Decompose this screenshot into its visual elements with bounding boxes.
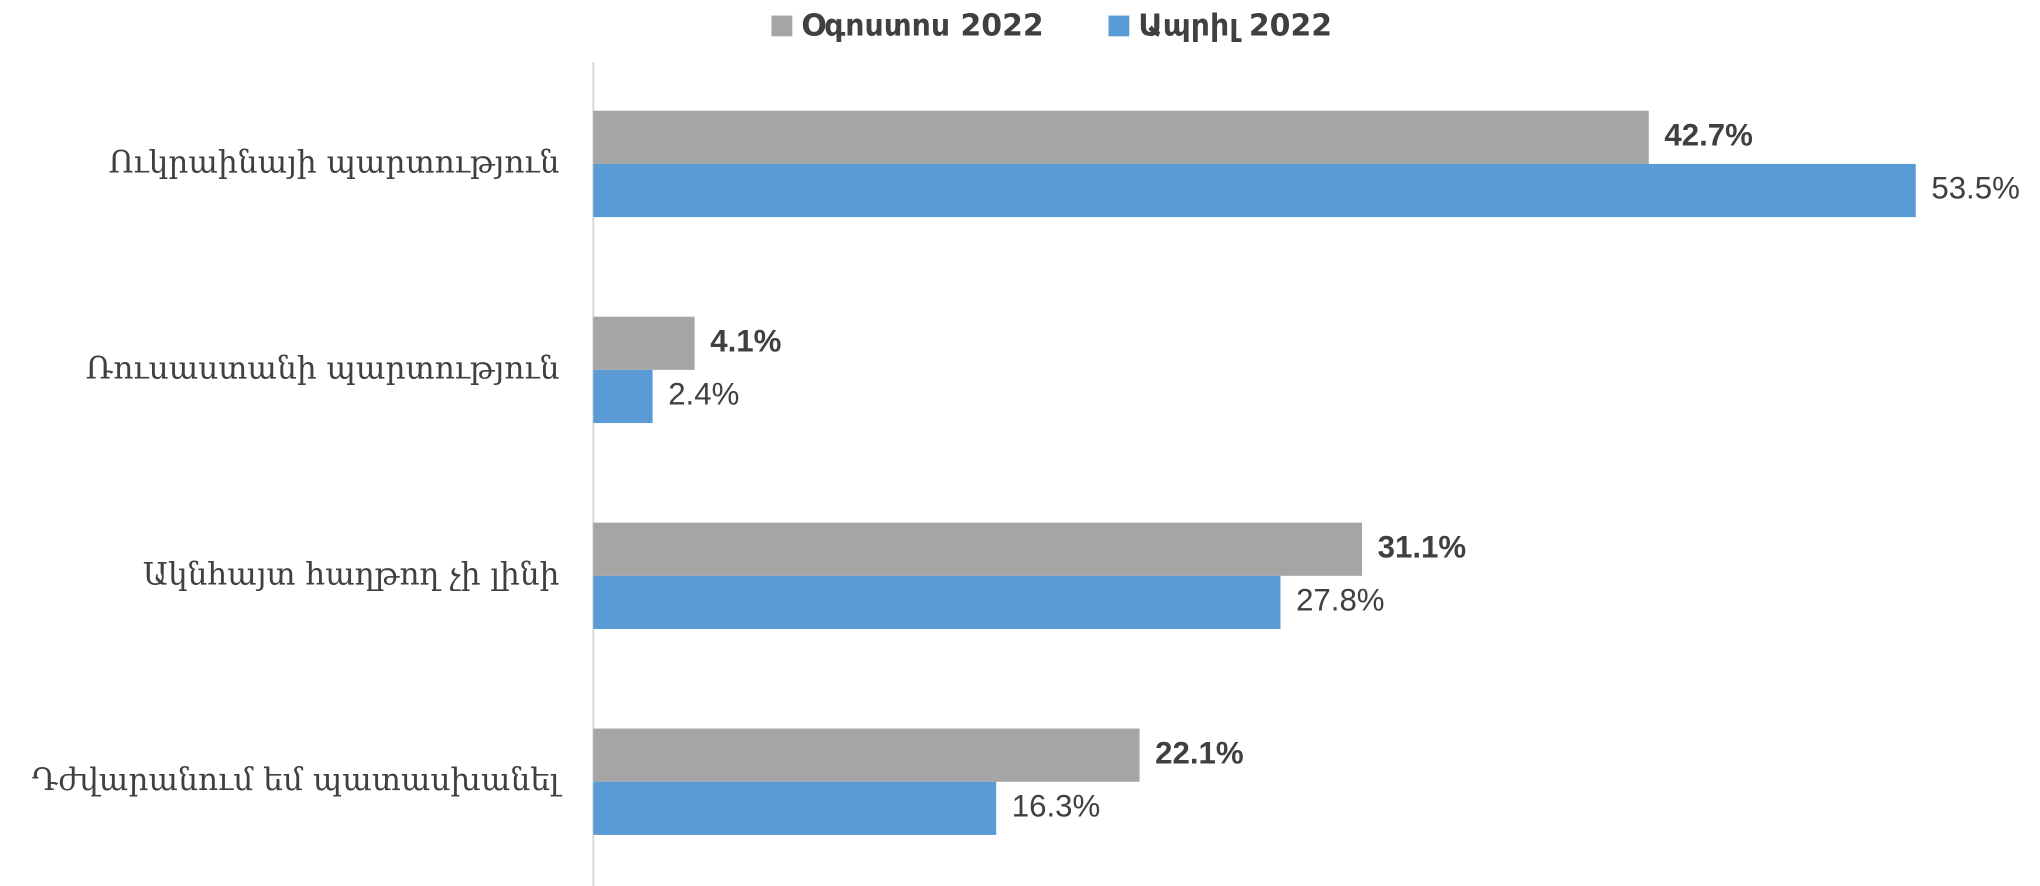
data-label: 42.7% <box>1664 118 1752 153</box>
bar <box>593 369 653 424</box>
legend-label: Ապրիլ 2022 <box>1138 9 1332 44</box>
data-label: 53.5% <box>1931 171 2019 206</box>
category-label: Դժվարանում եմ պատասխանել <box>32 762 563 798</box>
bar <box>593 110 1649 164</box>
legend-swatch <box>1108 15 1130 37</box>
bar <box>593 163 1916 218</box>
category-label: Ռուսաստանի պարտություն <box>86 350 560 386</box>
category-label: Ուկրաինայի պարտություն <box>109 144 560 180</box>
bar <box>593 575 1281 629</box>
category-label: Ակնհայտ հաղթող չի լինի <box>143 556 560 592</box>
bar <box>593 522 1363 576</box>
bar <box>593 728 1140 782</box>
legend-swatch <box>771 15 793 37</box>
data-label: 31.1% <box>1378 529 1466 564</box>
data-label: 4.1% <box>710 324 781 359</box>
data-label: 2.4% <box>668 377 739 412</box>
data-label: 27.8% <box>1296 583 1384 618</box>
data-label: 22.1% <box>1155 735 1243 770</box>
bar <box>593 781 997 835</box>
data-label: 16.3% <box>1012 789 1100 824</box>
legend-label: Օգոստոս 2022 <box>801 9 1043 44</box>
bar <box>593 316 695 370</box>
